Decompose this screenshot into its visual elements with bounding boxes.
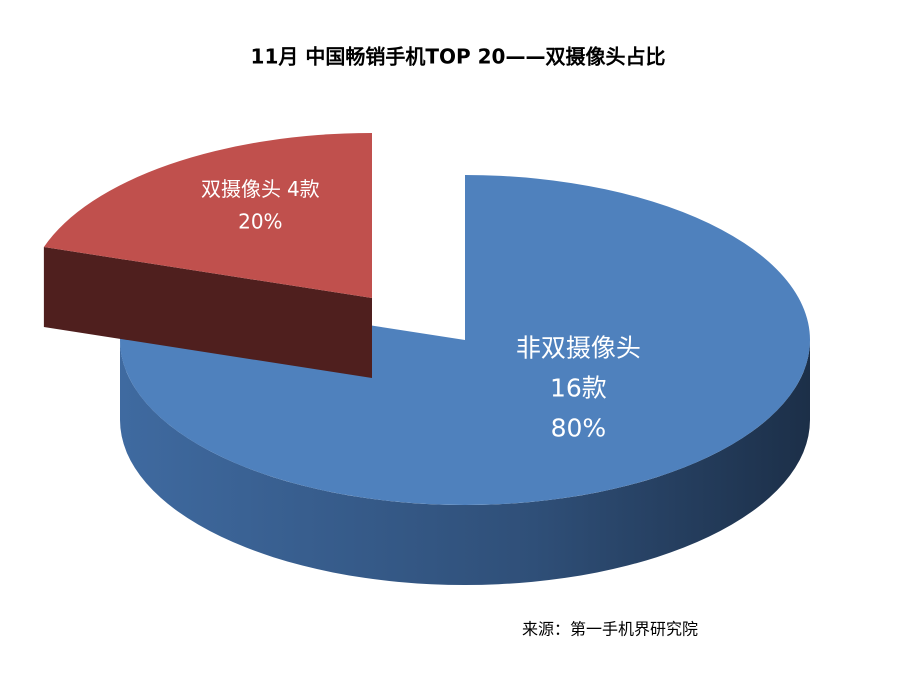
slice: [120, 175, 810, 585]
count-label: 16款: [550, 374, 607, 403]
category-label: 双摄像头: [201, 176, 281, 200]
slice-top: [120, 175, 810, 505]
slice-label: 双摄像头 4款: [201, 176, 320, 200]
count-label: 4款: [287, 176, 320, 200]
value-label: 80%: [551, 414, 607, 443]
source: 来源：第一手机界研究院: [522, 620, 698, 639]
value-label: 20%: [238, 209, 282, 233]
chart-title: 11月 中国畅销手机TOP 20——双摄像头占比: [251, 45, 666, 69]
slice: [43, 133, 373, 378]
slice-side: [120, 340, 810, 585]
slice-cut: [43, 247, 373, 378]
category-label: 非双摄像头: [516, 334, 641, 363]
slice-top: [43, 133, 373, 298]
